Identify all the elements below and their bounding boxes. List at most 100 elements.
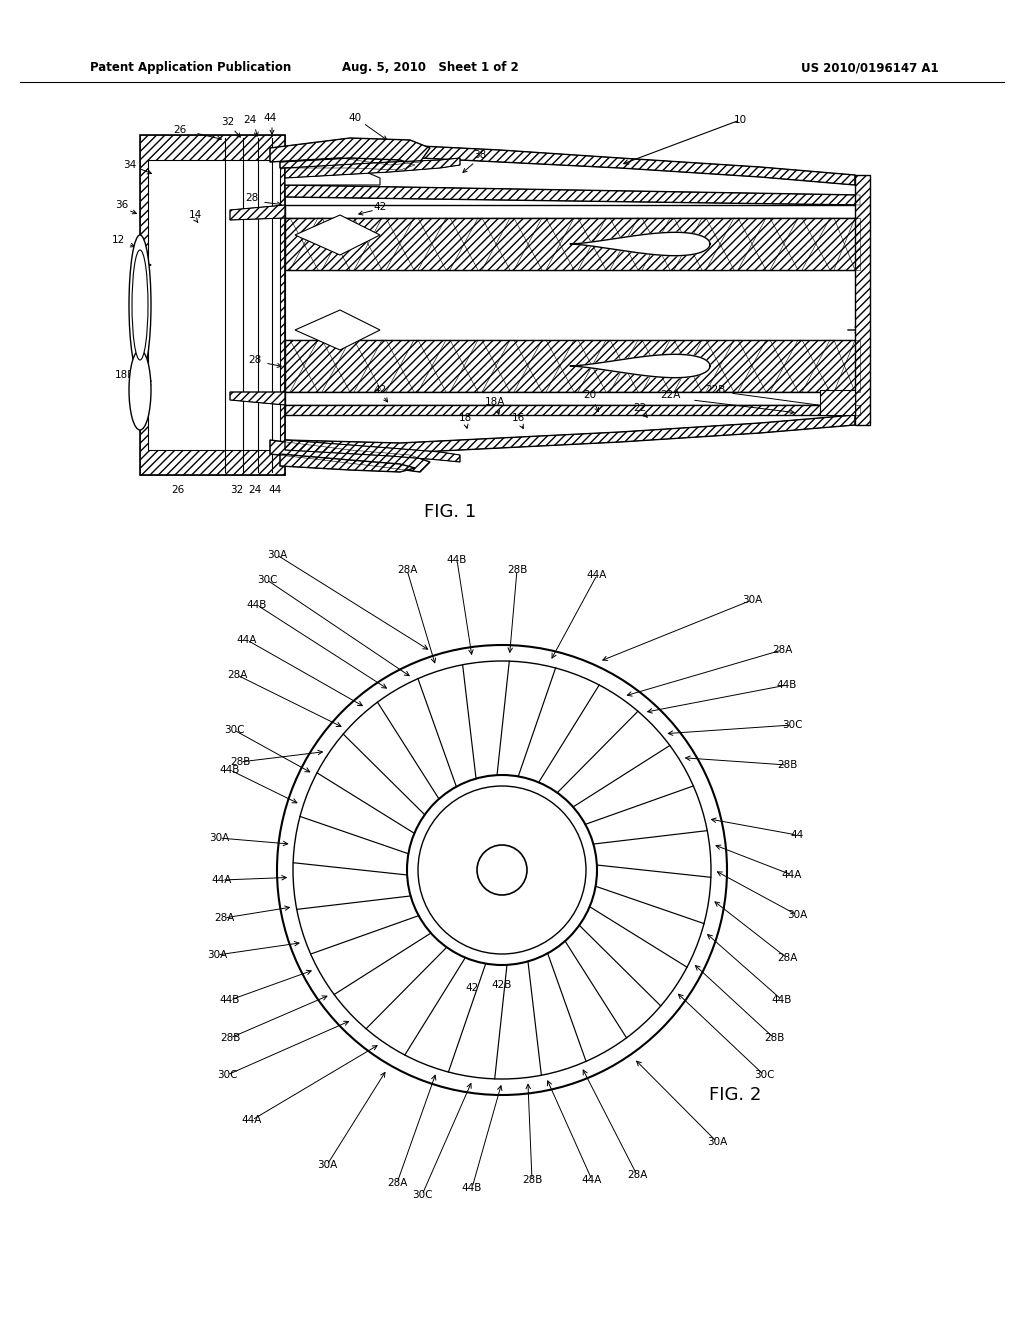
Text: 30A: 30A — [207, 950, 227, 960]
Text: 44: 44 — [268, 484, 282, 495]
Text: 44B: 44B — [462, 1183, 482, 1193]
Text: 30C: 30C — [224, 725, 245, 735]
Circle shape — [293, 661, 711, 1078]
Text: 42: 42 — [374, 385, 387, 395]
Polygon shape — [285, 218, 860, 271]
Text: 30C: 30C — [754, 1071, 774, 1080]
Ellipse shape — [132, 249, 148, 360]
Text: 28A: 28A — [777, 953, 798, 964]
Text: 44B: 44B — [220, 995, 241, 1005]
Text: 44A: 44A — [587, 570, 607, 579]
Circle shape — [278, 645, 727, 1096]
Text: 22A: 22A — [659, 389, 680, 400]
Text: 30A: 30A — [209, 833, 229, 843]
Text: 28: 28 — [249, 355, 261, 366]
Polygon shape — [285, 160, 380, 185]
Polygon shape — [285, 145, 855, 185]
Text: 44A: 44A — [781, 870, 802, 880]
Text: 30C: 30C — [257, 576, 278, 585]
Polygon shape — [570, 232, 710, 256]
Polygon shape — [855, 176, 870, 425]
Text: 18A: 18A — [484, 397, 505, 407]
Circle shape — [407, 775, 597, 965]
Text: US 2010/0196147 A1: US 2010/0196147 A1 — [801, 62, 939, 74]
Circle shape — [418, 785, 586, 954]
Text: 26: 26 — [171, 484, 184, 495]
Text: 42B: 42B — [520, 883, 541, 894]
Polygon shape — [285, 405, 860, 414]
Text: 44B: 44B — [446, 554, 467, 565]
Text: Aug. 5, 2010   Sheet 1 of 2: Aug. 5, 2010 Sheet 1 of 2 — [342, 62, 518, 74]
Text: 42B: 42B — [470, 931, 490, 940]
Text: 42: 42 — [465, 983, 478, 993]
Text: 28A: 28A — [627, 1170, 647, 1180]
Text: 12: 12 — [112, 235, 125, 246]
Text: 42B: 42B — [492, 979, 512, 990]
Text: Patent Application Publication: Patent Application Publication — [90, 62, 291, 74]
Text: 42B: 42B — [514, 931, 535, 940]
Polygon shape — [285, 440, 460, 462]
Text: 22: 22 — [634, 403, 646, 413]
Text: 30A: 30A — [707, 1137, 727, 1147]
Text: 42: 42 — [374, 202, 387, 213]
Text: 40: 40 — [348, 114, 361, 123]
Polygon shape — [230, 392, 285, 405]
Text: 42A: 42A — [520, 907, 541, 917]
Text: 42B: 42B — [464, 883, 484, 894]
Text: 30A: 30A — [741, 595, 762, 605]
Text: 30C: 30C — [412, 1191, 432, 1200]
Text: 42A: 42A — [514, 853, 535, 863]
Text: 28B: 28B — [764, 1034, 784, 1043]
Text: 30C: 30C — [781, 719, 802, 730]
Text: 18B: 18B — [115, 370, 135, 380]
Polygon shape — [285, 271, 860, 341]
Text: 14: 14 — [188, 210, 202, 220]
Text: 28B: 28B — [507, 565, 527, 576]
Ellipse shape — [129, 235, 151, 375]
Polygon shape — [280, 158, 415, 170]
Text: FIG. 1: FIG. 1 — [424, 503, 476, 521]
Text: 32: 32 — [221, 117, 234, 127]
Polygon shape — [285, 185, 860, 205]
Text: 44B: 44B — [247, 601, 267, 610]
Text: 44: 44 — [263, 114, 276, 123]
Text: 28A: 28A — [387, 1177, 408, 1188]
Text: 44B: 44B — [220, 766, 241, 775]
Polygon shape — [570, 354, 710, 378]
Text: 44B: 44B — [772, 995, 793, 1005]
Polygon shape — [820, 389, 855, 414]
Text: 30C: 30C — [217, 1071, 238, 1080]
Text: 22B: 22B — [705, 385, 725, 395]
Text: 28A: 28A — [214, 913, 234, 923]
Text: 28: 28 — [246, 193, 259, 203]
Text: 28B: 28B — [777, 760, 798, 770]
Polygon shape — [295, 310, 380, 350]
Text: 24: 24 — [249, 484, 261, 495]
Ellipse shape — [129, 350, 151, 430]
Text: 30A: 30A — [786, 909, 807, 920]
Text: 30A: 30A — [267, 550, 287, 560]
Text: 20: 20 — [584, 389, 597, 400]
Circle shape — [477, 845, 527, 895]
Text: 28A: 28A — [226, 671, 247, 680]
Text: 32: 32 — [230, 484, 244, 495]
Text: 44A: 44A — [242, 1115, 262, 1125]
Text: 42A: 42A — [464, 907, 484, 917]
Polygon shape — [295, 215, 380, 255]
Polygon shape — [285, 205, 860, 218]
Text: 44A: 44A — [212, 875, 232, 884]
Text: 34: 34 — [123, 160, 136, 170]
Text: 36: 36 — [116, 201, 129, 210]
Text: 16: 16 — [511, 413, 524, 422]
Polygon shape — [285, 392, 860, 405]
Text: 28A: 28A — [772, 645, 793, 655]
Polygon shape — [285, 414, 855, 453]
Text: FIG. 2: FIG. 2 — [709, 1086, 761, 1104]
Text: 38: 38 — [473, 150, 486, 160]
Text: 42A: 42A — [470, 853, 490, 863]
Text: 28B: 28B — [220, 1034, 241, 1043]
Polygon shape — [230, 205, 285, 220]
Text: 30B: 30B — [492, 822, 512, 833]
Text: 28B: 28B — [229, 756, 250, 767]
Text: 44: 44 — [791, 830, 804, 840]
